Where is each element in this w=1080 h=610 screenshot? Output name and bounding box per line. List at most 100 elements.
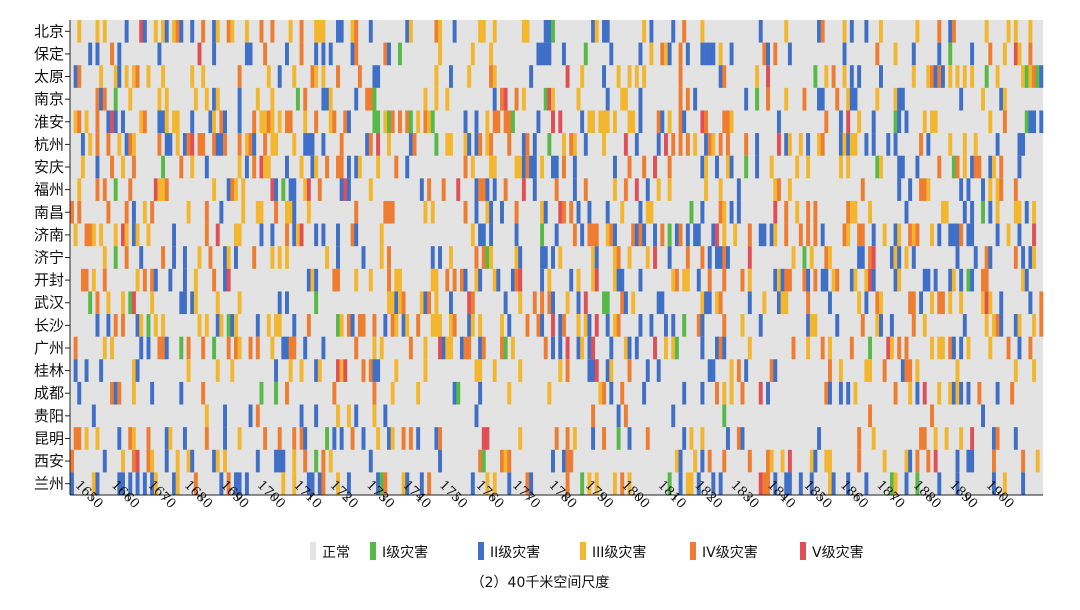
heatmap-cell <box>503 449 508 473</box>
heatmap-cell <box>602 20 606 43</box>
heatmap-cell <box>583 133 588 156</box>
heatmap-cell <box>244 155 249 179</box>
heatmap-cell <box>285 110 289 134</box>
heatmap-cell <box>762 42 767 66</box>
heatmap-cell <box>962 133 967 156</box>
heatmap-cell <box>135 223 140 247</box>
heatmap-cell <box>190 110 195 134</box>
heatmap-cell <box>241 178 246 201</box>
heatmap-cell <box>889 336 894 360</box>
heatmap-cell <box>551 20 555 43</box>
heatmap-cell <box>303 449 308 473</box>
heatmap-cell <box>966 449 971 473</box>
heatmap-cell <box>390 110 395 134</box>
heatmap-cell <box>325 155 330 179</box>
heatmap-cell <box>430 246 435 269</box>
heatmap-cell <box>700 200 705 224</box>
heatmap-cell <box>740 268 745 292</box>
heatmap-cell <box>383 404 388 428</box>
heatmap-cell <box>919 291 924 315</box>
heatmap-cell <box>252 155 257 179</box>
heatmap-cell <box>981 268 985 292</box>
heatmap-cell <box>838 133 843 156</box>
heatmap-cell <box>642 155 647 179</box>
heatmap-cell <box>955 472 960 495</box>
heatmap-cell <box>962 155 967 179</box>
heatmap-cell <box>88 133 93 156</box>
heatmap-cell <box>376 133 381 156</box>
heatmap-cell <box>365 87 370 111</box>
heatmap-cell <box>685 472 690 495</box>
heatmap-cell <box>842 133 847 156</box>
heatmap-cell <box>762 291 767 315</box>
heatmap-cell <box>529 65 534 88</box>
heatmap-cell <box>131 291 136 315</box>
heatmap-cell <box>893 246 898 269</box>
heatmap-cell <box>233 223 238 247</box>
heatmap-cell <box>889 472 894 495</box>
heatmap-cell <box>682 314 687 337</box>
heatmap-cell <box>988 291 993 315</box>
heatmap-cell <box>295 223 300 247</box>
heatmap-cell <box>937 65 942 88</box>
heatmap-cell <box>390 291 395 315</box>
heatmap-cell <box>270 223 275 247</box>
legend-label: IV级灾害 <box>702 544 758 561</box>
row-label: 武汉 <box>34 294 64 312</box>
heatmap-cell <box>620 268 625 292</box>
heatmap-cell <box>645 200 650 224</box>
heatmap-cell <box>423 200 428 224</box>
heatmap-cell <box>197 314 202 337</box>
heatmap-cell <box>459 336 464 360</box>
heatmap-cell <box>970 449 975 473</box>
heatmap-cell <box>813 223 818 247</box>
heatmap-cell <box>164 427 169 450</box>
heatmap-cell <box>80 268 85 292</box>
heatmap-cell <box>77 65 82 88</box>
heatmap-cell <box>547 133 552 156</box>
heatmap-cell <box>1032 200 1037 224</box>
heatmap-cell <box>864 133 869 156</box>
heatmap-cell <box>146 314 151 337</box>
heatmap-cell <box>776 291 781 315</box>
heatmap-cell <box>361 359 366 382</box>
heatmap-cell <box>423 87 428 111</box>
heatmap-cell <box>583 291 588 315</box>
heatmap-cell <box>383 110 388 134</box>
heatmap-cell <box>204 314 209 337</box>
heatmap-cell <box>973 155 978 179</box>
heatmap-cell <box>755 155 760 179</box>
heatmap-cell <box>350 427 355 450</box>
heatmap-cell <box>915 359 920 382</box>
row-label: 杭州 <box>34 135 64 153</box>
heatmap-cell <box>121 472 125 495</box>
heatmap-cell <box>110 381 115 405</box>
heatmap-background <box>70 20 1043 495</box>
heatmap-cell <box>485 133 490 156</box>
heatmap-cell <box>193 87 198 111</box>
heatmap-cell <box>73 359 78 382</box>
heatmap-cell <box>131 381 136 405</box>
heatmap-cell <box>121 110 125 134</box>
heatmap-cell <box>237 133 242 156</box>
heatmap-cell <box>970 223 975 247</box>
heatmap-cell <box>299 427 304 450</box>
heatmap-cell <box>769 449 774 473</box>
heatmap-cell <box>951 223 956 247</box>
heatmap-cell <box>602 291 606 315</box>
heatmap-cell <box>430 268 435 292</box>
heatmap-cell <box>204 223 209 247</box>
heatmap-cell <box>157 178 162 201</box>
heatmap-cell <box>339 155 344 179</box>
heatmap-cell <box>157 42 162 66</box>
heatmap-cell <box>423 110 428 134</box>
heatmap-cell <box>113 381 118 405</box>
heatmap-cell <box>525 314 530 337</box>
heatmap-cell <box>831 472 836 495</box>
heatmap-cell <box>474 246 479 269</box>
heatmap-cell <box>95 472 100 495</box>
heatmap-cell <box>113 223 118 247</box>
heatmap-cell <box>95 314 100 337</box>
legend-swatch <box>310 542 316 560</box>
heatmap-cell <box>937 381 942 405</box>
